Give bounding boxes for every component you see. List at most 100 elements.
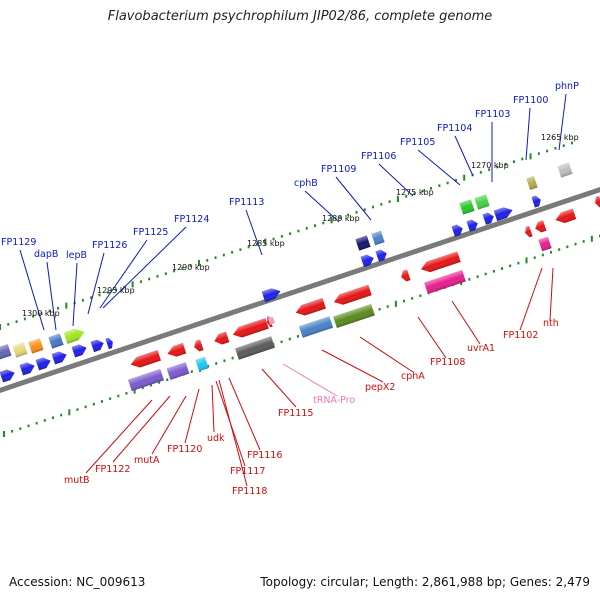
tick-mark <box>314 224 317 227</box>
gene-arrow-reverse <box>232 318 269 338</box>
tick-mark <box>297 229 300 233</box>
tick-mark <box>164 272 167 275</box>
gene-arrow-reverse <box>421 251 461 273</box>
gene-block-forward <box>48 333 64 349</box>
tick-mark <box>496 165 499 169</box>
upper-tick-row <box>0 141 573 330</box>
tick-mark <box>386 305 389 308</box>
tick-mark <box>347 213 350 217</box>
gene-features <box>0 162 600 392</box>
scale-tick-label: 1280 kbp <box>322 214 360 223</box>
tick-mark <box>81 299 84 302</box>
tick-mark <box>541 253 544 257</box>
scale-tick-label: 1270 kbp <box>471 161 509 170</box>
tick-mark <box>139 280 142 283</box>
tick-mark <box>231 356 234 360</box>
bottom-gene-label: uvrA1 <box>467 343 495 354</box>
accession-text: Accession: NC_009613 <box>9 575 146 589</box>
scale-tick-label: 1285 kbp <box>247 239 285 248</box>
tick-mark <box>272 237 275 241</box>
bottom-gene-label: udk <box>207 433 225 444</box>
tick-mark <box>98 293 101 297</box>
tick-mark <box>430 187 433 190</box>
gene-block-reverse <box>127 368 165 392</box>
tick-mark <box>40 312 43 315</box>
top-gene-label: dapB <box>34 249 58 260</box>
tick-mark <box>396 196 399 202</box>
gene-arrow-forward <box>261 288 281 303</box>
tick-mark <box>255 243 258 246</box>
tick-mark <box>413 192 416 195</box>
tick-mark <box>148 277 151 281</box>
bottom-gene-label: tRNA-Pro <box>313 395 355 406</box>
gene-block-forward <box>0 344 12 360</box>
tick-mark <box>372 205 375 209</box>
leader-line <box>519 267 543 331</box>
tick-mark <box>479 171 482 174</box>
top-gene-label: FP1103 <box>475 109 510 120</box>
gene-arrow-forward <box>90 339 104 353</box>
gene-block-forward <box>355 235 371 251</box>
tick-mark <box>149 383 152 387</box>
tick-mark <box>125 392 128 395</box>
leader-line <box>304 190 340 223</box>
gene-arrow-reverse <box>194 339 204 352</box>
leader-line <box>72 262 78 327</box>
top-gene-label: FP1100 <box>513 95 548 106</box>
gene-block-reverse <box>166 362 190 380</box>
tick-mark <box>131 281 134 288</box>
bottom-gene-label: FP1116 <box>247 450 282 461</box>
gene-arrow-reverse <box>295 298 326 316</box>
leader-line <box>549 267 554 321</box>
tick-mark <box>488 168 491 171</box>
tick-mark <box>43 419 46 422</box>
tick-mark <box>419 294 422 297</box>
leader-line <box>184 388 200 444</box>
tick-mark <box>106 291 109 294</box>
tick-mark <box>280 235 283 238</box>
leader-line <box>525 107 531 161</box>
leader-line <box>454 135 474 177</box>
leader-line <box>151 395 187 455</box>
top-gene-label: FP1109 <box>321 164 356 175</box>
tick-mark <box>90 296 93 299</box>
gene-arrow-forward <box>105 337 113 350</box>
tick-mark <box>189 264 192 267</box>
leader-line <box>378 163 414 197</box>
gene-arrow-reverse <box>214 331 230 345</box>
leader-line <box>245 209 263 256</box>
tick-mark <box>19 427 22 430</box>
tick-mark <box>48 309 51 313</box>
tick-mark <box>280 340 283 344</box>
tick-mark <box>590 235 593 242</box>
tick-mark <box>421 189 424 193</box>
tick-mark <box>484 272 487 276</box>
top-gene-label: FP1126 <box>92 240 127 251</box>
tick-mark <box>446 181 449 185</box>
gene-block-forward <box>557 162 573 178</box>
gene-block-forward <box>12 342 28 358</box>
top-gene-label: FP1104 <box>437 123 472 134</box>
leader-line <box>87 252 105 315</box>
gene-arrow-forward <box>482 212 494 225</box>
scale-tick-label: 1300 kbp <box>22 309 60 318</box>
tick-mark <box>222 253 225 257</box>
tick-mark <box>405 195 408 198</box>
gene-block-reverse <box>538 236 552 252</box>
tick-mark <box>512 160 515 163</box>
tick-mark <box>156 275 159 278</box>
tick-mark <box>411 297 414 300</box>
tick-mark <box>403 299 406 303</box>
tick-mark <box>492 269 495 273</box>
tick-mark <box>3 431 5 437</box>
gene-block-forward <box>459 199 475 215</box>
gene-arrow-forward <box>375 249 387 262</box>
tick-mark <box>166 378 169 382</box>
scale-tick-label: 1290 kbp <box>172 263 210 272</box>
top-gene-label: FP1129 <box>1 237 36 248</box>
tick-mark <box>215 362 218 365</box>
tick-mark <box>57 307 60 310</box>
bottom-gene-label: pepX2 <box>365 382 395 393</box>
gene-block-reverse <box>235 336 275 360</box>
bottom-gene-label: FP1122 <box>95 464 130 475</box>
